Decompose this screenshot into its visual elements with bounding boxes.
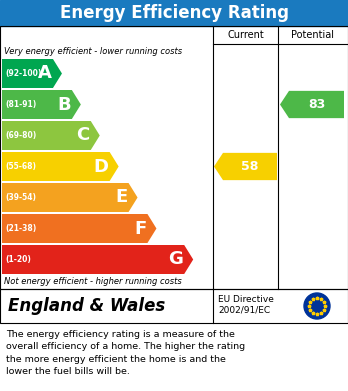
Text: D: D — [94, 158, 109, 176]
Bar — [0, 289, 348, 323]
Polygon shape — [280, 91, 344, 118]
Text: Potential: Potential — [292, 30, 334, 40]
Text: Very energy efficient - lower running costs: Very energy efficient - lower running co… — [4, 47, 182, 56]
Text: (21-38): (21-38) — [5, 224, 36, 233]
Polygon shape — [2, 214, 157, 243]
Text: Current: Current — [227, 30, 264, 40]
Text: The energy efficiency rating is a measure of the
overall efficiency of a home. T: The energy efficiency rating is a measur… — [6, 330, 245, 376]
Polygon shape — [2, 59, 62, 88]
Text: (69-80): (69-80) — [5, 131, 36, 140]
Text: C: C — [77, 127, 90, 145]
Polygon shape — [214, 153, 277, 180]
Text: (39-54): (39-54) — [5, 193, 36, 202]
Polygon shape — [2, 121, 100, 150]
Text: 58: 58 — [241, 160, 259, 173]
Text: (92-100): (92-100) — [5, 69, 41, 78]
Text: Not energy efficient - higher running costs: Not energy efficient - higher running co… — [4, 278, 182, 287]
Text: G: G — [168, 251, 183, 269]
Text: E: E — [115, 188, 128, 206]
Polygon shape — [2, 90, 81, 119]
Bar — [0, 26, 348, 289]
Polygon shape — [2, 245, 193, 274]
Polygon shape — [2, 183, 137, 212]
Text: 83: 83 — [308, 98, 325, 111]
Text: (55-68): (55-68) — [5, 162, 36, 171]
Text: (81-91): (81-91) — [5, 100, 36, 109]
Bar — [0, 0, 348, 26]
Text: (1-20): (1-20) — [5, 255, 31, 264]
Text: A: A — [38, 65, 52, 83]
Polygon shape — [2, 152, 119, 181]
Text: B: B — [57, 95, 71, 113]
Text: EU Directive
2002/91/EC: EU Directive 2002/91/EC — [218, 295, 274, 315]
Circle shape — [304, 293, 330, 319]
Text: England & Wales: England & Wales — [8, 297, 165, 315]
Text: F: F — [134, 219, 147, 237]
Text: Energy Efficiency Rating: Energy Efficiency Rating — [60, 4, 288, 22]
